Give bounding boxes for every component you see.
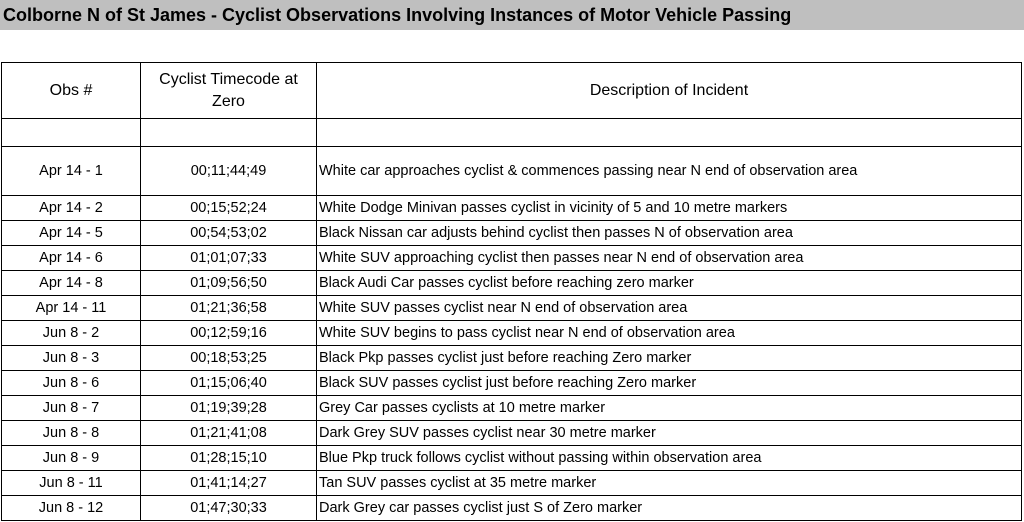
table-row: Jun 8 - 3 00;18;53;25 Black Pkp passes cyc… (1, 345, 1022, 371)
obs-cell: Jun 8 - 7 (1, 395, 141, 421)
table-row: Jun 8 - 12 01;47;30;33 Dark Grey car passe… (1, 495, 1022, 521)
description-cell: Black Pkp passes cyclist just before rea… (316, 345, 1022, 371)
description-cell: White Dodge Minivan passes cyclist in vi… (316, 195, 1022, 221)
description-cell: Dark Grey SUV passes cyclist near 30 met… (316, 420, 1022, 446)
description-cell: Black Nissan car adjusts behind cyclist … (316, 220, 1022, 246)
description-cell: Black Audi Car passes cyclist before rea… (316, 270, 1022, 296)
obs-cell: Jun 8 - 3 (1, 345, 141, 371)
obs-cell: Apr 14 - 1 (1, 146, 141, 196)
blank-row (1, 118, 1022, 147)
header-cell: Obs # (1, 62, 141, 119)
description-cell: White SUV approaching cyclist then passe… (316, 245, 1022, 271)
obs-cell: Apr 14 - 6 (1, 245, 141, 271)
timecode-cell: 01;47;30;33 (140, 495, 317, 521)
title: Colborne N of St James - Cyclist Observa… (0, 0, 1024, 30)
obs-cell: Jun 8 - 9 (1, 445, 141, 471)
table-row: Apr 14 - 6 01;01;07;33 White SUV approachi… (1, 245, 1022, 271)
table-row: Jun 8 - 7 01;19;39;28 Grey Car passes cycl… (1, 395, 1022, 421)
obs-cell: Jun 8 - 12 (1, 495, 141, 521)
table-row: Apr 14 - 1 00;11;44;49 White car approache… (1, 146, 1022, 196)
header-cell: Description of Incident (316, 62, 1022, 119)
table-row: Jun 8 - 8 01;21;41;08 Dark Grey SUV passes… (1, 420, 1022, 446)
obs-cell: Jun 8 - 2 (1, 320, 141, 346)
obs-cell: Jun 8 - 6 (1, 370, 141, 396)
timecode-cell: 01;15;06;40 (140, 370, 317, 396)
table-row: Apr 14 - 8 01;09;56;50 Black Audi Car pass… (1, 270, 1022, 296)
table-row: Apr 14 - 2 00;15;52;24 White Dodge Minivan… (1, 195, 1022, 221)
timecode-cell: 01;28;15;10 (140, 445, 317, 471)
obs-cell: Jun 8 - 11 (1, 470, 141, 496)
table-row: Apr 14 - 5 00;54;53;02 Black Nissan car ad… (1, 220, 1022, 246)
description-cell: Black SUV passes cyclist just before rea… (316, 370, 1022, 396)
description-cell: Grey Car passes cyclists at 10 metre mar… (316, 395, 1022, 421)
observations-table: Obs # Cyclist Timecode at Zero Descripti… (1, 62, 1022, 521)
timecode-cell: 00;12;59;16 (140, 320, 317, 346)
timecode-cell: 01;09;56;50 (140, 270, 317, 296)
description-cell: White SUV begins to pass cyclist near N … (316, 320, 1022, 346)
timecode-cell: 01;41;14;27 (140, 470, 317, 496)
description-cell: White SUV passes cyclist near N end of o… (316, 295, 1022, 321)
timecode-cell: 00;54;53;02 (140, 220, 317, 246)
timecode-cell: 00;18;53;25 (140, 345, 317, 371)
timecode-cell: 01;21;36;58 (140, 295, 317, 321)
table-row: Jun 8 - 11 01;41;14;27 Tan SUV passes cycl… (1, 470, 1022, 496)
timecode-cell: 01;19;39;28 (140, 395, 317, 421)
header-cell: Cyclist Timecode at Zero (140, 62, 317, 119)
obs-cell: Apr 14 - 2 (1, 195, 141, 221)
obs-cell: Apr 14 - 8 (1, 270, 141, 296)
table-row: Apr 14 - 11 01;21;36;58 White SUV passes c… (1, 295, 1022, 321)
timecode-cell: 00;11;44;49 (140, 146, 317, 196)
description-cell: Dark Grey car passes cyclist just S of Z… (316, 495, 1022, 521)
timecode-cell: 00;15;52;24 (140, 195, 317, 221)
timecode-cell: 01;21;41;08 (140, 420, 317, 446)
obs-cell: Apr 14 - 11 (1, 295, 141, 321)
table-row: Jun 8 - 6 01;15;06;40 Black SUV passes cyc… (1, 370, 1022, 396)
description-cell: Tan SUV passes cyclist at 35 metre marke… (316, 470, 1022, 496)
table-row: Jun 8 - 2 00;12;59;16 White SUV begins to … (1, 320, 1022, 346)
header-row: Obs # Cyclist Timecode at Zero Descripti… (1, 62, 1022, 119)
timecode-cell: 01;01;07;33 (140, 245, 317, 271)
obs-cell: Apr 14 - 5 (1, 220, 141, 246)
description-cell: Blue Pkp truck follows cyclist without p… (316, 445, 1022, 471)
table-row: Jun 8 - 9 01;28;15;10 Blue Pkp truck follo… (1, 445, 1022, 471)
description-cell: White car approaches cyclist & commences… (316, 146, 1022, 196)
obs-cell: Jun 8 - 8 (1, 420, 141, 446)
